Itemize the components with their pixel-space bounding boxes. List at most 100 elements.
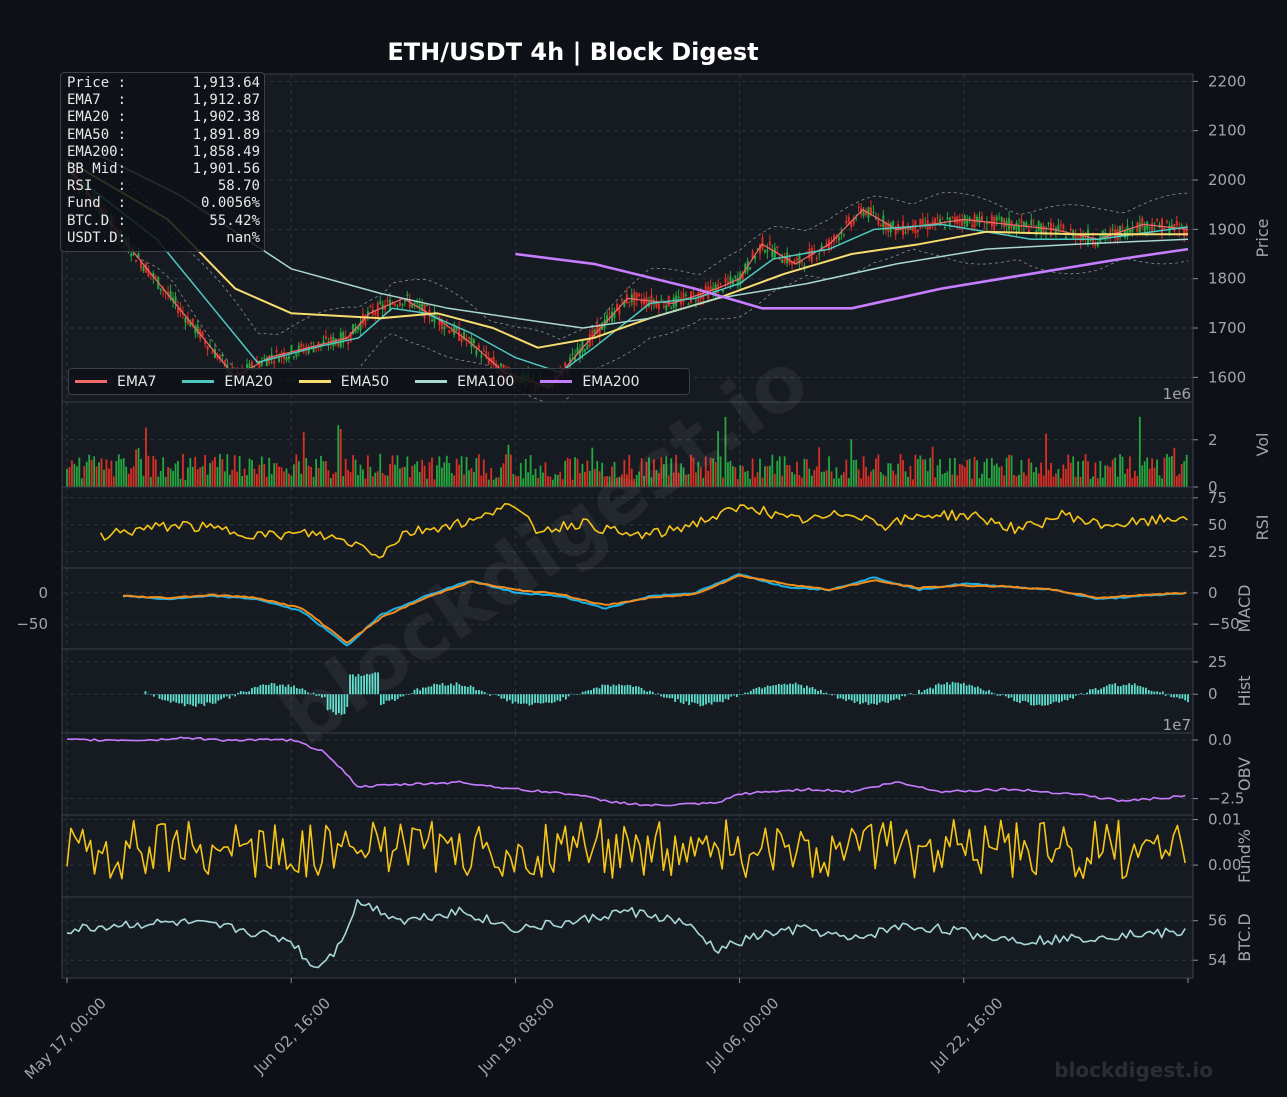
volume-bar [635,474,638,487]
hist-bar [556,694,559,701]
volume-bar [1161,478,1163,487]
volume-bar [339,428,342,487]
candle-body [623,300,626,307]
volume-bar [736,479,739,487]
hist-bar [934,684,937,695]
volume-bar [71,460,73,487]
hist-bar [438,684,441,695]
volume-bar [537,477,539,487]
volume-bar [305,457,308,487]
volume-bar [159,470,162,487]
volume-bar [376,471,379,487]
volume-bar [349,472,352,487]
volume-bar [820,471,823,487]
y-tick-label-left: 0 [38,584,48,602]
candle-body [773,247,776,258]
candle-body [258,363,261,369]
volume-bar [1185,454,1188,487]
candle-body [759,244,762,254]
hist-bar [349,674,351,695]
hist-bar [1018,694,1021,704]
info-value: 1,913.64 [192,75,260,91]
legend-item: EMA20 [182,374,273,390]
volume-bar [554,474,557,487]
hist-bar [1105,685,1108,695]
hist-bar [665,694,668,698]
info-row: BTC.D : 55.42% [67,213,260,230]
hist-bar [335,694,337,715]
hist-bar [245,691,248,695]
candle-body [884,222,887,231]
candle-body [500,363,503,367]
hist-bar [211,694,214,704]
hist-bar [522,694,525,704]
candle-body [904,232,907,234]
volume-bar [182,454,184,487]
hist-bar [674,694,677,702]
volume-bar [988,478,991,487]
volume-bar [529,455,532,487]
candle-body [248,363,251,370]
hist-bar [304,690,307,695]
volume-bar [327,470,330,487]
volume-bar [556,475,559,487]
candle-body [741,272,744,280]
volume-bar [749,478,752,487]
volume-bar [833,478,835,487]
candle-body [1008,218,1011,230]
volume-bar [147,455,150,487]
hist-bar [478,690,480,695]
hist-bar [769,685,772,695]
hist-bar [789,683,791,695]
hist-bar [197,694,200,704]
volume-bar [1055,473,1057,487]
series-ema50 [66,159,1188,349]
candle-body [939,219,942,223]
hist-bar [318,694,321,696]
hist-bar [321,694,323,698]
candle-body [855,218,858,220]
candle-body [357,326,360,330]
volume-bar [739,465,742,487]
candle-body [1151,222,1154,233]
candle-body [364,314,367,326]
info-row: EMA20 : 1,902.38 [67,109,260,126]
candle-body [657,302,660,310]
volume-bar [793,474,796,487]
volume-bar [709,457,712,487]
hist-bar [850,694,853,701]
volume-bar [418,472,421,487]
hist-bar [284,686,287,695]
hist-bar [1159,692,1161,695]
legend-label: EMA100 [457,373,515,390]
volume-bar [473,472,475,487]
volume-bar [1069,462,1072,487]
volume-bar [660,457,663,487]
volume-bar [283,471,285,487]
volume-bar [564,460,567,487]
hist-bar [225,694,228,697]
hist-bar [691,694,693,703]
candle-body [645,297,648,307]
hist-bar [1021,694,1024,701]
candle-body [852,217,855,225]
hist-bar [217,694,220,701]
hist-bar [811,687,814,695]
candle-body [322,340,325,345]
hist-bar [696,694,699,704]
hist-bar [640,688,643,695]
y-tick-label-left: −50 [16,615,48,633]
volume-bar [1035,467,1038,487]
info-label: EMA200: [67,143,127,160]
candle-body [578,349,581,359]
volume-bar [482,459,485,487]
hist-bar [1173,694,1175,698]
hist-bar [186,694,189,705]
volume-bar [167,466,170,487]
hist-bar [489,694,492,696]
volume-bar [440,467,443,487]
hist-bar [1175,694,1178,698]
volume-bar [741,466,744,487]
volume-bar [1094,462,1097,487]
